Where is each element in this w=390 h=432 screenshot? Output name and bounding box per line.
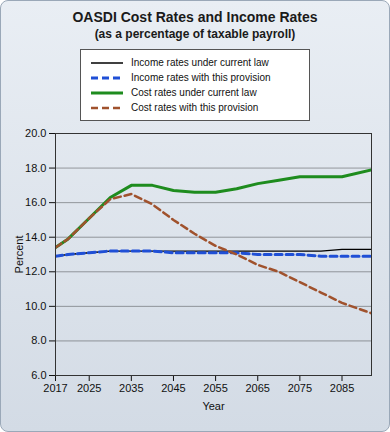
html-text:Income rates with this provisi: Income rates with this provision [131,72,271,83]
svg-text:18.0: 18.0 [25,162,46,174]
svg-text:2025: 2025 [77,382,101,394]
svg-text:2035: 2035 [119,382,143,394]
html-text:(as a percentage of taxable pa: (as a percentage of taxable payroll) [94,27,296,41]
svg-text:2065: 2065 [245,382,269,394]
svg-text:Year: Year [202,400,225,412]
svg-text:8.0: 8.0 [31,334,46,346]
html-text:Cost rates under current law: Cost rates under current law [131,87,257,98]
svg-text:10.0: 10.0 [25,300,46,312]
svg-text:2085: 2085 [330,382,354,394]
svg-text:2045: 2045 [161,382,185,394]
svg-text:12.0: 12.0 [25,265,46,277]
html-text:Income rates under current law: Income rates under current law [131,57,269,68]
svg-text:2075: 2075 [288,382,312,394]
svg-text:16.0: 16.0 [25,196,46,208]
svg-text:20.0: 20.0 [25,127,46,139]
svg-text:2055: 2055 [203,382,227,394]
html-text:OASDI Cost Rates and Income Ra: OASDI Cost Rates and Income Rates [72,9,318,25]
svg-text:2017: 2017 [43,382,67,394]
svg-text:14.0: 14.0 [25,231,46,243]
svg-text:Percent: Percent [13,236,25,274]
svg-text:6.0: 6.0 [31,369,46,381]
html-text:Cost rates with this provision: Cost rates with this provision [131,102,259,113]
